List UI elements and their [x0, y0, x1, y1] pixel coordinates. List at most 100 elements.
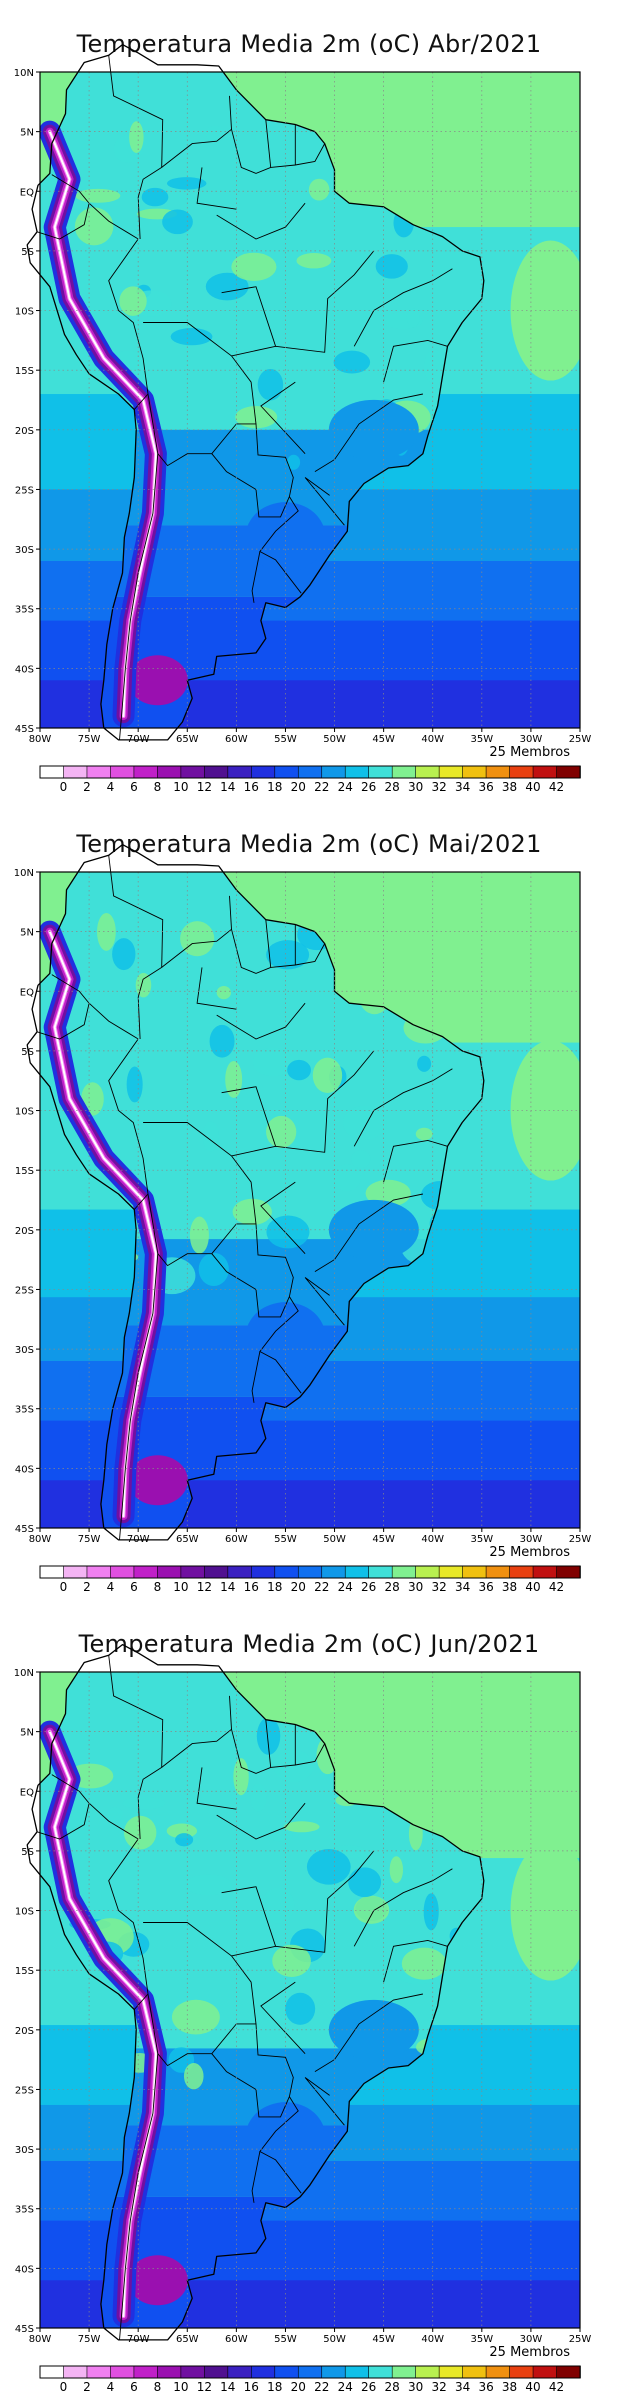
colorbar-frame	[39, 2365, 581, 2379]
lat-tick-label: EQ	[20, 187, 34, 198]
colorbar-label: 42	[549, 780, 564, 794]
colorbar-swatch	[297, 765, 323, 779]
lat-tick-label: 25S	[15, 2085, 34, 2096]
colorbar-swatch	[251, 765, 276, 779]
colorbar-label: 12	[197, 2380, 212, 2394]
colorbar-label: 6	[130, 1580, 138, 1594]
colorbar-swatch	[556, 1565, 581, 1579]
colorbar-label: 24	[338, 2380, 353, 2394]
country-border	[383, 1139, 448, 1183]
colorbar-label: 2	[83, 780, 91, 794]
colorbar-swatch	[86, 1565, 112, 1579]
land-patch	[353, 1895, 390, 1924]
colorbar-swatch	[204, 765, 229, 779]
colorbar-label: 32	[431, 1580, 446, 1594]
lon-tick-label: 75W	[78, 1534, 101, 1545]
country-border	[216, 1002, 306, 1040]
colorbar-label: 38	[502, 2380, 517, 2394]
lon-tick-label: 60W	[225, 734, 248, 745]
colorbar-label: 36	[478, 2380, 493, 2394]
colorbar-label: 32	[431, 2380, 446, 2394]
colorbar-label: 14	[220, 2380, 235, 2394]
colorbar-label: 36	[478, 1580, 493, 1594]
colorbar-label: 22	[314, 780, 329, 794]
lat-tick-label: 45S	[15, 1524, 34, 1535]
lon-tick-label: 25W	[569, 734, 592, 745]
lon-tick-label: 30W	[520, 2334, 543, 2345]
lat-tick-label: 10N	[14, 1668, 34, 1679]
coastline	[26, 1643, 485, 2341]
country-border	[88, 1002, 149, 1210]
lon-tick-label: 75W	[78, 734, 101, 745]
country-border	[353, 1868, 453, 1947]
colorbar-swatch	[63, 2365, 88, 2379]
country-border	[119, 453, 159, 740]
land-patch	[417, 1055, 432, 1072]
map-panel-jun: Temperatura Media 2m (oC) Jun/2021 10N 5N…	[0, 1600, 618, 2400]
lat-tick-label: 45S	[15, 2324, 34, 2335]
colorbar-label: 2	[83, 1580, 91, 1594]
country-border	[265, 919, 272, 968]
land-patch	[272, 1944, 311, 1978]
colorbar-swatch	[86, 2365, 112, 2379]
land-patch	[231, 252, 277, 281]
colorbar-label: 0	[60, 780, 68, 794]
land-patch	[166, 177, 207, 190]
land-patch	[122, 1796, 166, 1810]
land-patch	[266, 1215, 310, 1249]
members-label: 25 Membros	[489, 1545, 570, 1560]
colorbar-swatch	[180, 765, 206, 779]
colorbar-swatch	[157, 2365, 182, 2379]
lon-tick-label: 80W	[29, 734, 52, 745]
land-patch	[306, 1848, 351, 1885]
colorbar-swatch	[110, 2365, 135, 2379]
land-patch	[257, 368, 284, 401]
lon-tick-label: 25W	[569, 1534, 592, 1545]
country-border	[108, 1655, 164, 1840]
land-patch	[273, 1749, 314, 1783]
country-border	[211, 423, 294, 518]
colorbar-label: 16	[244, 1580, 259, 1594]
lon-tick-label: 55W	[274, 1534, 297, 1545]
colorbar-label: 40	[525, 780, 540, 794]
map-frame	[39, 871, 581, 1529]
land-patch	[296, 253, 332, 269]
lat-tick-label: 40S	[15, 664, 34, 675]
colorbar-swatch	[274, 1565, 300, 1579]
lon-tick-label: 50W	[323, 1534, 346, 1545]
country-border	[108, 855, 164, 1040]
lon-tick-label: 25W	[569, 2334, 592, 2345]
colorbar-swatch	[180, 2365, 206, 2379]
lat-tick-label: 25S	[15, 1285, 34, 1296]
colorbar-label: 4	[107, 1580, 115, 1594]
colorbar-swatch	[368, 765, 393, 779]
colorbar-swatch	[344, 765, 370, 779]
coastline	[26, 843, 485, 1541]
lon-tick-label: 35W	[471, 2334, 494, 2345]
country-border	[383, 339, 448, 383]
members-label: 25 Membros	[489, 745, 570, 760]
colorbar-label: 40	[525, 2380, 540, 2394]
land-patch	[308, 178, 330, 201]
lat-tick-label: 20S	[15, 426, 34, 437]
country-border	[260, 1181, 306, 1255]
lat-tick-label: 15S	[15, 1966, 34, 1977]
colorbar-label: 8	[154, 780, 162, 794]
colorbar-swatch	[532, 765, 558, 779]
panel-title: Temperatura Media 2m (oC) Abr/2021	[76, 30, 542, 58]
colorbar-label: 38	[502, 1580, 517, 1594]
lon-tick-label: 35W	[471, 734, 494, 745]
colorbar-label: 38	[502, 780, 517, 794]
country-border	[196, 967, 237, 1010]
country-border	[353, 268, 453, 347]
land-patch	[389, 1856, 404, 1884]
lon-tick-label: 45W	[372, 734, 395, 745]
colorbar-frame	[39, 765, 581, 779]
land-patch	[256, 1717, 281, 1755]
land-patch	[423, 1893, 439, 1931]
land-patch	[255, 128, 273, 145]
colorbar-swatch	[462, 1565, 487, 1579]
colorbar-label: 12	[197, 1580, 212, 1594]
colorbar-swatch	[180, 1565, 206, 1579]
